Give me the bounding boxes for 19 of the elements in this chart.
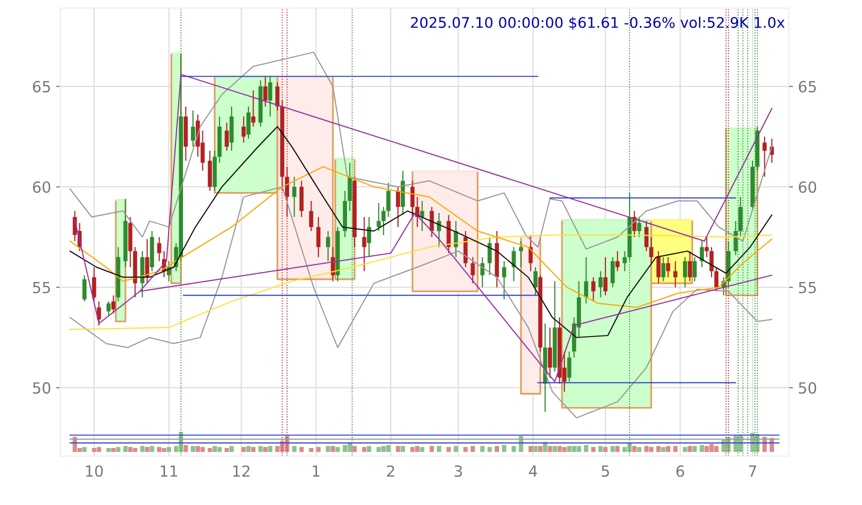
x-tick-label: 5: [602, 466, 609, 477]
text: 2025.07.10 00:00:00 $61.61 -0.36% vol:52.9K 1.0x: [410, 16, 785, 30]
x-tick-label: 12: [233, 465, 250, 477]
y-tick-label: 65: [32, 80, 50, 92]
x-tick-label: 4: [528, 466, 538, 477]
x-tick-label: 10: [86, 465, 103, 477]
x-tick-label: 11: [160, 466, 178, 477]
x-tick-label: 3: [454, 465, 462, 477]
x-tick-label: 6: [676, 465, 684, 477]
x-tick-label: 7: [748, 466, 756, 477]
y-tick-label: 60: [32, 181, 50, 193]
y2-tick-label: 50: [798, 382, 816, 394]
y2-tick-label: 55: [798, 282, 816, 294]
y-tick-label: 55: [33, 282, 50, 294]
y2-tick-label: 65: [798, 80, 816, 92]
x-tick-label: 2: [387, 465, 394, 477]
y-tick-label: 50: [33, 382, 50, 394]
y2-tick-label: 60: [798, 181, 816, 193]
x-tick-label: 1: [312, 466, 320, 477]
